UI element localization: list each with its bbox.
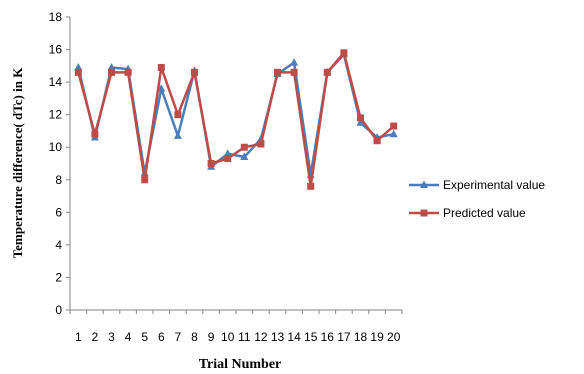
x-tick-label: 14 bbox=[287, 330, 301, 344]
x-tick-label: 5 bbox=[141, 330, 148, 344]
series-predicted bbox=[74, 49, 398, 190]
y-tick-label: 18 bbox=[49, 10, 63, 24]
x-tick-label: 18 bbox=[354, 330, 368, 344]
legend-label: Predicted value bbox=[443, 206, 526, 220]
data-point bbox=[340, 49, 348, 57]
data-point bbox=[191, 68, 198, 76]
y-axis-label: Temperature difference( dTc) in K bbox=[10, 67, 25, 259]
data-point bbox=[174, 111, 182, 119]
data-point bbox=[74, 62, 83, 71]
data-point bbox=[157, 63, 165, 71]
series-group bbox=[74, 49, 398, 190]
x-tick-label: 20 bbox=[387, 330, 401, 344]
y-tick-label: 10 bbox=[49, 140, 63, 154]
data-point bbox=[173, 131, 182, 139]
legend-item: Predicted value bbox=[409, 206, 526, 220]
x-tick-label: 9 bbox=[208, 330, 215, 344]
x-tick-label: 11 bbox=[238, 330, 251, 344]
y-tick-label: 2 bbox=[55, 270, 62, 284]
x-axis-label: Trial Number bbox=[199, 357, 282, 372]
data-point bbox=[290, 58, 299, 66]
x-tick-label: 10 bbox=[221, 330, 235, 344]
data-point bbox=[307, 182, 315, 190]
x-tick-label: 12 bbox=[254, 330, 268, 344]
data-point bbox=[240, 143, 248, 151]
x-tick-label: 7 bbox=[175, 330, 182, 344]
x-tick-label: 8 bbox=[191, 330, 198, 344]
data-point bbox=[373, 137, 381, 145]
axes bbox=[69, 17, 402, 311]
x-tick-label: 1 bbox=[75, 330, 82, 344]
data-point bbox=[157, 84, 166, 92]
y-tick-label: 6 bbox=[55, 205, 62, 219]
data-point bbox=[390, 122, 398, 130]
y-tick-label: 12 bbox=[49, 108, 63, 122]
data-point bbox=[207, 160, 215, 167]
data-point bbox=[108, 68, 115, 76]
x-tick-label: 3 bbox=[108, 330, 115, 344]
y-tick-label: 4 bbox=[55, 238, 62, 252]
data-point bbox=[224, 155, 232, 163]
x-tick-label: 19 bbox=[370, 330, 384, 344]
y-tick-label: 8 bbox=[55, 173, 62, 187]
legend-marker bbox=[420, 180, 428, 188]
data-point bbox=[91, 130, 99, 138]
data-point bbox=[74, 68, 82, 76]
y-tick-label: 0 bbox=[55, 303, 62, 317]
x-axis-ticks: 1 2 3 4 5 6 7 8 9 10 11 12 13 14 15 16 17 18 19 20 bbox=[69, 310, 403, 344]
x-tick-label: 6 bbox=[158, 330, 165, 344]
data-point bbox=[107, 62, 116, 71]
data-point bbox=[223, 149, 232, 157]
x-tick-label: 4 bbox=[125, 330, 132, 344]
x-tick-label: 16 bbox=[321, 330, 335, 344]
data-point bbox=[240, 152, 249, 160]
x-tick-label: 15 bbox=[304, 330, 318, 344]
data-point bbox=[124, 68, 132, 76]
data-point bbox=[257, 140, 265, 148]
data-point bbox=[290, 68, 298, 76]
legend-label: Experimental value bbox=[443, 178, 545, 192]
y-tick-label: 14 bbox=[49, 75, 63, 89]
data-point bbox=[141, 176, 149, 184]
x-tick-label: 2 bbox=[92, 330, 99, 344]
x-tick-label: 13 bbox=[271, 330, 285, 344]
data-point bbox=[323, 68, 331, 76]
data-point bbox=[389, 129, 398, 138]
legend-item: Experimental value bbox=[409, 178, 545, 192]
legend-marker bbox=[420, 209, 428, 217]
y-axis-ticks: 0 2 4 6 8 10 12 14 16 18 bbox=[49, 10, 70, 317]
y-tick-label: 16 bbox=[49, 43, 63, 57]
x-tick-label: 17 bbox=[337, 330, 351, 344]
data-point bbox=[274, 68, 281, 76]
data-point bbox=[357, 114, 364, 122]
data-point bbox=[356, 118, 365, 126]
legend: Experimental value Predicted value bbox=[409, 178, 545, 220]
